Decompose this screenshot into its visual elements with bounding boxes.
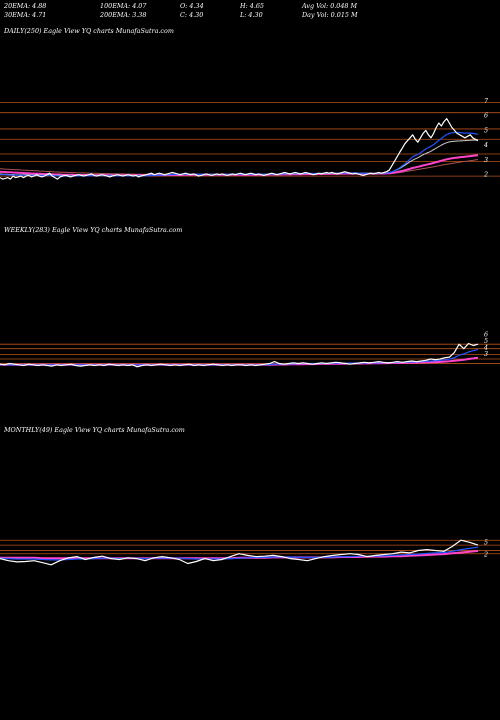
stat-30ema: 30EMA: 4.71 xyxy=(4,11,47,19)
monthly-panel-label: MONTHLY(49) Eagle View YQ charts MunafaS… xyxy=(4,426,185,434)
weekly-y-tick: 5 xyxy=(484,337,488,345)
weekly-ema-short-line xyxy=(0,348,479,366)
daily-y-tick: 7 xyxy=(484,97,489,105)
weekly-price-line xyxy=(0,342,479,368)
daily-y-tick: 5 xyxy=(484,126,488,134)
weekly-y-tick: 6 xyxy=(484,331,488,339)
monthly-ema-short-line xyxy=(0,546,479,561)
daily-price-line xyxy=(0,118,479,180)
daily-ema-short-line xyxy=(0,131,479,177)
monthly-y-tick: 2 xyxy=(483,551,488,559)
stat-day-vol: Day Vol: 0.015 M xyxy=(302,11,358,19)
stat-open: O: 4.34 xyxy=(180,2,204,10)
stat-low: L: 4.30 xyxy=(240,11,263,19)
stat-avg-vol: Avg Vol: 0.048 M xyxy=(302,2,358,10)
daily-y-tick: 6 xyxy=(484,112,488,120)
daily-chart: 7 6 5 4 3 2 xyxy=(0,97,500,180)
stat-20ema: 20EMA: 4.88 xyxy=(4,2,47,10)
weekly-y-tick: 3 xyxy=(484,350,488,358)
daily-y-tick: 3 xyxy=(484,156,488,164)
weekly-panel-label: WEEKLY(283) Eagle View YQ charts MunafaS… xyxy=(4,226,183,234)
monthly-y-tick: 5 xyxy=(484,538,488,546)
stat-high: H: 4.65 xyxy=(240,2,264,10)
stat-close: C: 4.30 xyxy=(180,11,204,19)
daily-y-tick: 2 xyxy=(483,171,488,179)
daily-y-tick: 4 xyxy=(483,141,488,149)
monthly-price-line xyxy=(0,539,479,566)
weekly-y-tick: 4 xyxy=(483,343,488,351)
monthly-chart: 52 xyxy=(0,538,500,566)
stat-100ema: 100EMA: 4.07 xyxy=(100,2,147,10)
stat-200ema: 200EMA: 3.38 xyxy=(100,11,147,19)
daily-panel-label: DAILY(250) Eagle View YQ charts MunafaSu… xyxy=(4,27,174,35)
